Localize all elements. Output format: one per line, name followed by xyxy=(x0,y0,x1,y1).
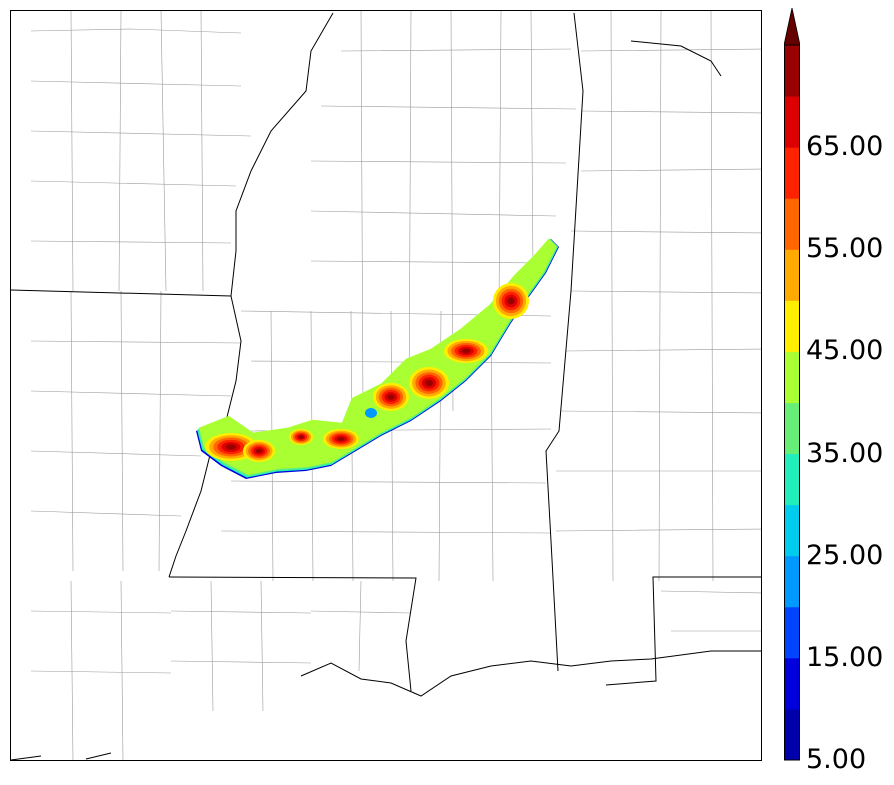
colorbar-swatch xyxy=(784,249,800,301)
colorbar-swatch xyxy=(784,45,800,97)
colorbar-tick-label: 15.00 xyxy=(806,641,884,673)
reflectivity-core xyxy=(507,297,515,305)
reflectivity-core xyxy=(461,348,471,354)
colorbar-swatch xyxy=(784,402,800,455)
colorbar-swatch xyxy=(784,657,800,710)
colorbar-tick-label: 65.00 xyxy=(806,131,884,163)
reflectivity-core xyxy=(298,435,304,439)
colorbar-swatch xyxy=(784,708,800,761)
colorbar-extend-arrow xyxy=(784,8,800,46)
map-canvas xyxy=(11,11,761,760)
colorbar-swatch xyxy=(784,96,800,148)
colorbar-swatches xyxy=(784,8,800,761)
colorbar-tick-label: 25.00 xyxy=(806,539,884,571)
colorbar-swatch xyxy=(784,606,800,659)
colorbar-swatch xyxy=(784,504,800,557)
reflectivity-core xyxy=(255,448,263,454)
colorbar-tick-label: 5.00 xyxy=(806,744,867,775)
colorbar-swatch xyxy=(784,351,800,403)
colorbar-tick-label: 35.00 xyxy=(806,437,884,469)
reflectivity-core xyxy=(225,444,237,450)
colorbar-swatch xyxy=(784,300,800,352)
reflectivity-core xyxy=(337,437,345,441)
colorbar-swatch xyxy=(784,453,800,506)
reflectivity-core xyxy=(365,408,377,418)
colorbar-swatch xyxy=(784,198,800,250)
map-panel xyxy=(10,10,762,761)
reflectivity-field xyxy=(196,238,559,479)
colorbar-tick-label: 45.00 xyxy=(806,335,884,367)
reflectivity-core xyxy=(387,394,395,400)
colorbar xyxy=(784,8,800,761)
reflectivity-core xyxy=(425,379,433,387)
colorbar-swatch xyxy=(784,555,800,608)
colorbar-tick-label: 55.00 xyxy=(806,233,884,265)
state-boundaries xyxy=(11,12,761,760)
colorbar-swatch xyxy=(784,147,800,199)
